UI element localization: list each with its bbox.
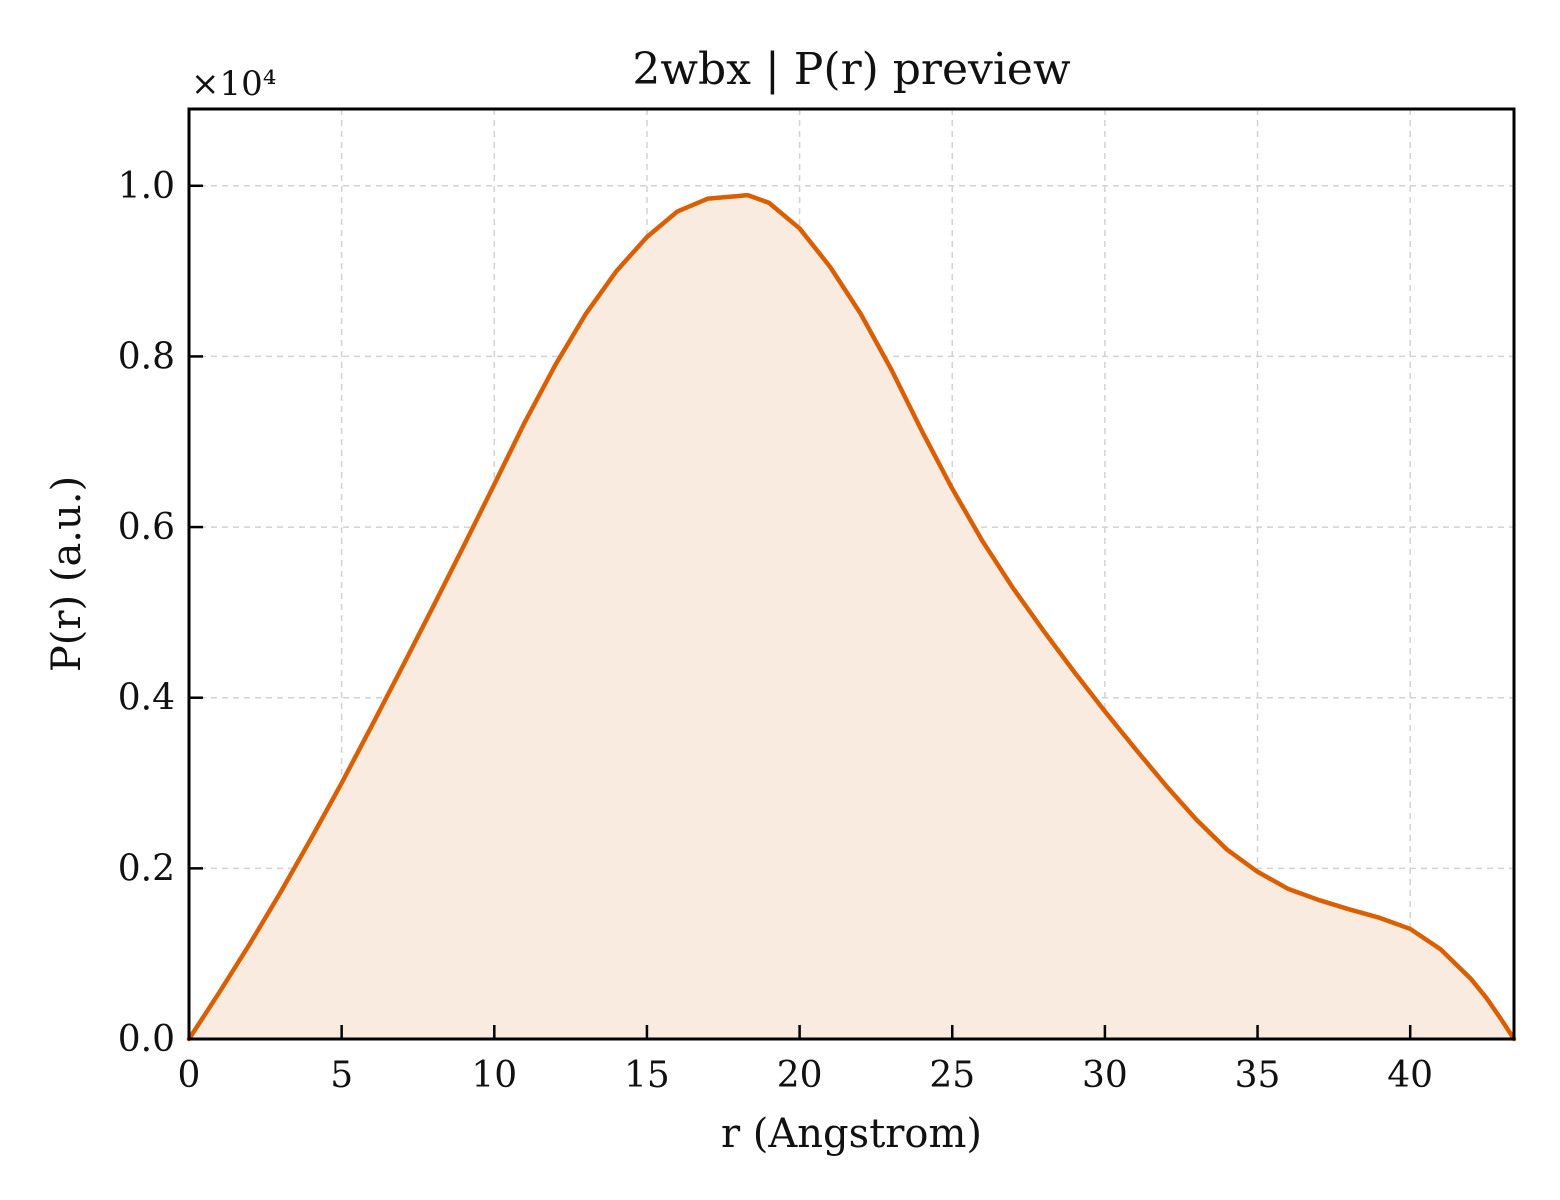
y-axis-multiplier: ×10⁴ (191, 64, 276, 104)
y-axis-label: P(r) (a.u.) (44, 476, 90, 672)
x-tick-label: 25 (929, 1055, 975, 1096)
pr-line (186, 192, 1517, 1042)
x-tick-label: 15 (624, 1055, 670, 1096)
y-tick-label: 1.0 (118, 166, 175, 207)
axis-ticks (187, 184, 1412, 1041)
x-tick-label: 30 (1082, 1055, 1128, 1096)
x-tick-label: 40 (1387, 1055, 1433, 1096)
pr-fill-area (189, 195, 1514, 1040)
y-tick-label: 0.2 (118, 848, 175, 889)
x-tick-label: 0 (178, 1055, 201, 1096)
y-tick-label: 0.0 (118, 1019, 175, 1060)
y-tick-label: 0.4 (118, 678, 175, 719)
x-tick-label: 20 (777, 1055, 823, 1096)
x-tick-label: 10 (471, 1055, 517, 1096)
y-tick-label: 0.8 (118, 336, 175, 377)
x-tick-label: 5 (330, 1055, 353, 1096)
y-tick-label: 0.6 (118, 507, 175, 548)
chart-title: 2wbx | P(r) preview (632, 44, 1071, 95)
x-tick-label: 35 (1235, 1055, 1281, 1096)
plot-frame (187, 107, 1516, 1041)
x-axis-label: r (Angstrom) (721, 1111, 982, 1157)
